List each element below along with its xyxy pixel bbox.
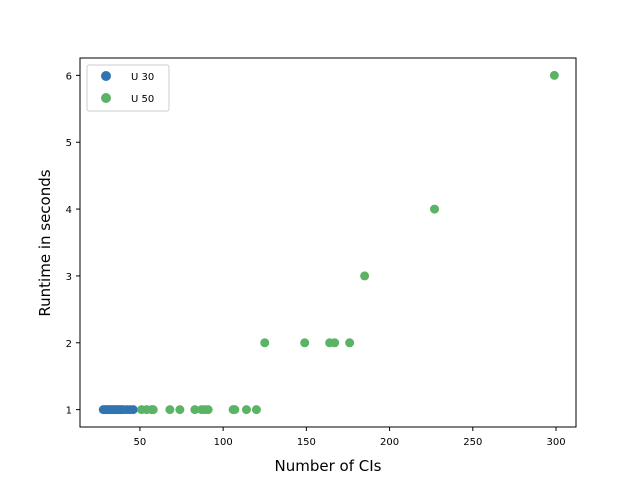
data-point-u50 <box>360 271 370 281</box>
x-tick-label: 300 <box>546 437 565 448</box>
y-tick-label: 6 <box>66 71 72 82</box>
y-tick-label: 2 <box>66 339 72 350</box>
legend: U 30 U 50 <box>86 64 170 112</box>
x-tick-label: 250 <box>463 437 482 448</box>
x-tick-label: 100 <box>214 437 233 448</box>
data-point-u50 <box>190 405 200 415</box>
data-point-u50 <box>330 338 340 348</box>
x-tick-label: 200 <box>380 437 399 448</box>
x-axis-title: Number of CIs <box>275 457 382 475</box>
data-point-u50 <box>203 405 213 415</box>
x-tick-label: 50 <box>134 437 147 448</box>
legend-box <box>86 64 170 112</box>
data-point-u30 <box>128 405 138 415</box>
series-u50 <box>137 70 559 415</box>
data-point-u50 <box>300 338 310 348</box>
data-point-u50 <box>345 338 355 348</box>
legend-marker-u30 <box>101 71 111 81</box>
data-point-u50 <box>430 204 440 214</box>
y-tick-label: 1 <box>66 406 72 417</box>
data-point-u50 <box>148 405 158 415</box>
data-point-u50 <box>165 405 175 415</box>
data-point-u50 <box>175 405 185 415</box>
data-point-u50 <box>241 405 251 415</box>
series-u30 <box>98 405 138 415</box>
legend-label-u50: U 50 <box>131 94 154 105</box>
y-tick-label: 4 <box>66 205 72 216</box>
data-points <box>98 70 559 415</box>
data-point-u50 <box>251 405 261 415</box>
legend-label-u30: U 30 <box>131 72 154 83</box>
data-point-u50 <box>549 70 559 80</box>
y-tick-label: 5 <box>66 138 72 149</box>
y-axis-title: Runtime in seconds <box>36 169 54 316</box>
x-tick-label: 150 <box>297 437 316 448</box>
data-point-u50 <box>230 405 240 415</box>
axis-ticks: 50 100 150 200 250 300 1 2 3 4 5 6 <box>66 71 566 448</box>
legend-marker-u50 <box>101 93 111 103</box>
data-point-u50 <box>260 338 270 348</box>
y-tick-label: 3 <box>66 272 72 283</box>
axes-frame <box>79 57 577 428</box>
